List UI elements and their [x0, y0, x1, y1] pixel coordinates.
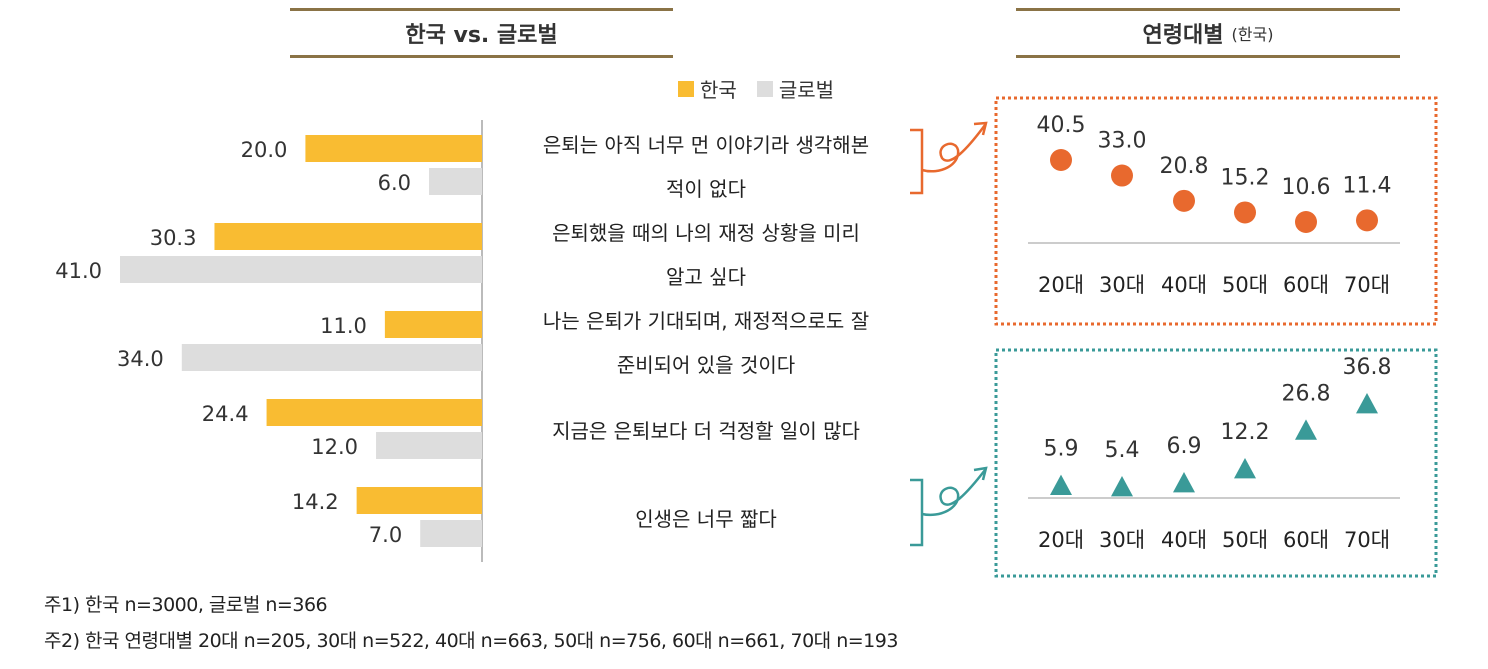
- bar-korea-2: [384, 311, 482, 338]
- triangle-0: [1050, 474, 1072, 496]
- triangle-value-label-5: 36.8: [1343, 355, 1392, 380]
- age-label-teal-3: 50대: [1222, 528, 1268, 552]
- triangle-value-label-0: 5.9: [1044, 437, 1079, 462]
- value-label-global-3: 12.0: [311, 435, 358, 459]
- footnote-1: 주1) 한국 n=3000, 글로벌 n=366: [44, 594, 328, 616]
- legend-swatch-global: [756, 80, 773, 97]
- triangle-value-label-1: 5.4: [1105, 438, 1140, 463]
- bracket-orange: [910, 128, 924, 195]
- age-label-teal-4: 60대: [1283, 528, 1329, 552]
- dot-3: [1234, 201, 1256, 224]
- dot-1: [1111, 164, 1133, 187]
- age-label-teal-1: 30대: [1099, 528, 1145, 552]
- category-label-line: 적이 없다: [666, 177, 746, 201]
- dot-value-label-3: 15.2: [1221, 165, 1270, 190]
- panel-frame-teal: [994, 348, 1438, 578]
- right-chart-header: 연령대별 (한국): [1016, 8, 1400, 58]
- value-label-korea-0: 20.0: [241, 138, 288, 162]
- value-label-korea-3: 24.4: [202, 402, 249, 426]
- age-label-orange-3: 50대: [1222, 273, 1268, 297]
- bar-korea-0: [305, 135, 482, 162]
- age-label-teal-5: 70대: [1344, 528, 1390, 552]
- bracket-teal: [910, 478, 924, 547]
- bar-korea-1: [214, 223, 482, 250]
- dot-value-label-0: 40.5: [1037, 113, 1086, 138]
- legend-swatch-korea: [678, 80, 694, 97]
- age-label-orange-2: 40대: [1161, 273, 1207, 297]
- right-chart-title: 연령대별: [1142, 23, 1224, 48]
- triangle-1: [1111, 476, 1133, 497]
- value-label-global-4: 7.0: [369, 523, 402, 547]
- bar-global-4: [420, 520, 482, 547]
- legend-item-korea: 한국: [678, 74, 737, 103]
- legend-item-global: 글로벌: [756, 74, 835, 103]
- value-label-korea-2: 11.0: [320, 314, 367, 338]
- dot-value-label-1: 33.0: [1098, 129, 1147, 154]
- curl-arrow-orange: [921, 124, 987, 173]
- triangle-2: [1173, 472, 1195, 493]
- age-label-orange-1: 30대: [1099, 273, 1145, 297]
- dot-2: [1173, 189, 1195, 212]
- age-label-teal-0: 20대: [1038, 528, 1084, 552]
- curl-arrow-teal: [921, 469, 986, 517]
- category-label-line: 준비되어 있을 것이다: [616, 353, 796, 377]
- value-label-global-1: 41.0: [55, 259, 102, 283]
- bar-global-1: [120, 256, 482, 283]
- dot-value-label-5: 11.4: [1343, 173, 1392, 198]
- category-label-line: 지금은 은퇴보다 더 걱정할 일이 많다: [552, 419, 860, 443]
- category-label-line: 알고 싶다: [666, 265, 746, 289]
- triangle-value-label-2: 6.9: [1167, 434, 1202, 459]
- age-label-orange-4: 60대: [1283, 273, 1329, 297]
- category-label-line: 나는 은퇴가 기대되며, 재정적으로도 잘: [542, 309, 870, 333]
- left-chart-title: 한국 vs. 글로벌: [405, 23, 558, 48]
- dot-0: [1050, 149, 1072, 171]
- bar-global-0: [429, 168, 482, 195]
- category-label-line: 은퇴했을 때의 나의 재정 상황을 미리: [552, 221, 860, 245]
- dot-value-label-4: 10.6: [1282, 175, 1331, 200]
- category-label-line: 은퇴는 아직 너무 먼 이야기라 생각해본: [542, 133, 870, 157]
- triangle-3: [1234, 458, 1256, 479]
- age-label-teal-2: 40대: [1161, 528, 1207, 552]
- bar-global-3: [376, 432, 482, 459]
- triangle-value-label-3: 12.2: [1221, 420, 1270, 445]
- legend-label-global: 글로벌: [778, 78, 835, 102]
- right-chart-subtitle: (한국): [1231, 25, 1274, 44]
- category-label-line: 인생은 너무 짧다: [635, 507, 777, 531]
- dot-5: [1356, 209, 1378, 232]
- triangle-5: [1356, 393, 1378, 414]
- category-label-3: 지금은 은퇴보다 더 걱정할 일이 많다: [500, 409, 912, 453]
- value-label-korea-4: 14.2: [292, 490, 339, 514]
- age-label-orange-5: 70대: [1344, 273, 1390, 297]
- triangle-4: [1295, 419, 1317, 440]
- legend-label-korea: 한국: [700, 78, 737, 102]
- panel-frame-orange: [994, 96, 1438, 326]
- arrowhead-orange: [973, 121, 988, 136]
- age-label-orange-0: 20대: [1038, 273, 1084, 297]
- bar-korea-3: [266, 399, 482, 426]
- dot-value-label-2: 20.8: [1160, 154, 1209, 179]
- bar-korea-4: [356, 487, 482, 514]
- arrowhead-teal: [973, 466, 988, 481]
- bar-global-2: [181, 344, 482, 371]
- value-label-global-2: 34.0: [117, 347, 164, 371]
- triangle-value-label-4: 26.8: [1282, 381, 1331, 406]
- value-label-korea-1: 30.3: [150, 226, 197, 250]
- footnote-2: 주2) 한국 연령대별 20대 n=205, 30대 n=522, 40대 n=…: [44, 630, 898, 652]
- category-label-4: 인생은 너무 짧다: [500, 497, 912, 541]
- legend: 한국 글로벌: [678, 74, 854, 103]
- dot-4: [1295, 211, 1317, 233]
- value-label-global-0: 6.0: [378, 171, 411, 195]
- left-chart-header: 한국 vs. 글로벌: [290, 8, 673, 58]
